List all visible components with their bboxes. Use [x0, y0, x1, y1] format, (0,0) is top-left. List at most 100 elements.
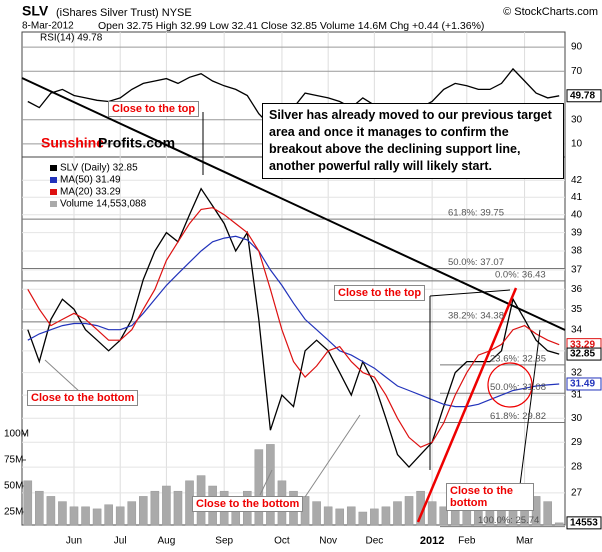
legend-label: Volume 14,553,088 — [60, 199, 147, 210]
volume-bar — [439, 506, 448, 526]
fib-label: 0.0%: 36.43 — [495, 269, 546, 280]
y-tick-label: 34 — [571, 324, 583, 335]
value-tag-label: 14553 — [570, 518, 598, 529]
moving-average-line — [27, 235, 560, 408]
fib-label: 50.0%: 31.08 — [490, 382, 546, 393]
volume-bar — [381, 506, 391, 526]
value-tag-label: 49.78 — [570, 90, 595, 101]
y-tick-label: 40 — [571, 209, 583, 220]
volume-bar — [554, 522, 564, 526]
volume-bar — [115, 506, 125, 526]
legend-swatch — [50, 177, 57, 183]
y-tick-label: 32 — [571, 367, 583, 378]
symbol: SLV — [22, 3, 49, 19]
y-tick-label: 42 — [571, 175, 583, 186]
trend-line — [21, 77, 566, 331]
security-name: (iShares Silver Trust) NYSE — [56, 7, 192, 19]
y-tick-label: 75M — [4, 455, 23, 466]
fib-label: 38.2%: 34.38 — [448, 310, 504, 321]
callout-line — [429, 289, 511, 297]
date: 8-Mar-2012 — [22, 21, 74, 32]
callout-line — [304, 414, 361, 498]
volume-bar — [58, 501, 67, 526]
value-tag — [566, 377, 602, 391]
x-tick-label: Jul — [114, 536, 127, 547]
callout-line — [519, 329, 541, 486]
quote: Open 32.75 High 32.99 Low 32.41 Close 32… — [98, 20, 484, 32]
x-tick-label: Sep — [215, 536, 233, 547]
y-tick-label: 37 — [571, 265, 583, 276]
callout: Close to the top — [334, 285, 426, 301]
price-line — [27, 187, 560, 469]
value-tag-label: 31.49 — [570, 379, 595, 390]
volume-bar — [427, 501, 437, 526]
volume-bar — [173, 490, 183, 526]
y-tick-label: 10 — [571, 139, 583, 150]
x-tick-label: Oct — [274, 536, 290, 547]
callout: Close to the bottom — [446, 483, 534, 511]
fib-label: 50.0%: 37.07 — [448, 257, 504, 268]
y-tick-label: 90 — [571, 42, 583, 53]
volume-bar — [81, 506, 90, 526]
fib-label: 100.0%: 25.74 — [478, 515, 539, 526]
rsi-legend: RSI(14) 49.78 — [40, 33, 103, 44]
legend-swatch — [50, 165, 57, 171]
volume-bar — [404, 496, 414, 526]
volume-bar — [35, 490, 44, 526]
value-tag — [566, 89, 602, 103]
legend-swatch — [50, 189, 57, 195]
y-tick-label: 100M — [4, 429, 29, 440]
volume-bar — [266, 444, 275, 526]
x-tick-label: Aug — [158, 536, 176, 547]
volume-bar — [358, 511, 368, 526]
legend-label: MA(50) 31.49 — [60, 175, 121, 186]
value-tag — [566, 347, 602, 361]
volume-bar — [254, 449, 264, 526]
callout-line — [44, 359, 81, 393]
legend-label: SLV (Daily) 32.85 — [60, 163, 138, 174]
callout: Close to the bottom — [192, 496, 304, 512]
fib-label: 61.8%: 29.82 — [490, 411, 546, 422]
support-line — [416, 287, 518, 523]
volume-bar — [335, 508, 345, 526]
callout-line — [259, 469, 273, 496]
source: © StockCharts.com — [503, 6, 598, 18]
value-tag-label: 33.29 — [570, 339, 595, 350]
y-tick-label: 36 — [571, 284, 583, 295]
volume-bar — [127, 501, 137, 526]
y-tick-label: 30 — [571, 413, 583, 424]
brand-first: Sunshine — [41, 135, 104, 151]
x-tick-label: Nov — [319, 536, 337, 547]
x-tick-label: Mar — [516, 536, 534, 547]
legend-label: MA(20) 33.29 — [60, 187, 121, 198]
highlight-circle — [487, 362, 533, 408]
volume-bar — [46, 496, 56, 526]
volume-bar — [150, 490, 160, 526]
x-tick-label: 2012 — [420, 535, 444, 547]
volume-bar — [393, 501, 402, 526]
value-tag — [566, 516, 602, 530]
volume-bar — [92, 508, 102, 526]
callout: Close to the top — [108, 101, 200, 117]
volume-bar — [543, 501, 552, 526]
volume-bar — [312, 501, 321, 526]
volume-bar — [346, 506, 356, 526]
moving-average-line — [27, 207, 560, 448]
y-tick-label: 28 — [571, 462, 583, 473]
y-tick-label: 70 — [571, 66, 583, 77]
volume-bar — [139, 496, 148, 526]
y-tick-label: 39 — [571, 227, 583, 238]
y-tick-label: 25M — [4, 507, 23, 518]
y-tick-label: 38 — [571, 246, 583, 257]
brand-second: Profits.com — [98, 135, 175, 151]
volume-bar — [370, 508, 379, 526]
price-panel — [21, 156, 566, 526]
legend-swatch — [50, 201, 57, 207]
x-tick-label: Feb — [458, 536, 476, 547]
y-tick-label: 50M — [4, 481, 23, 492]
volume-bar — [69, 506, 79, 526]
note: Silver has already moved to our previous… — [262, 103, 564, 179]
fib-label: 23.6%: 32.35 — [490, 353, 546, 364]
